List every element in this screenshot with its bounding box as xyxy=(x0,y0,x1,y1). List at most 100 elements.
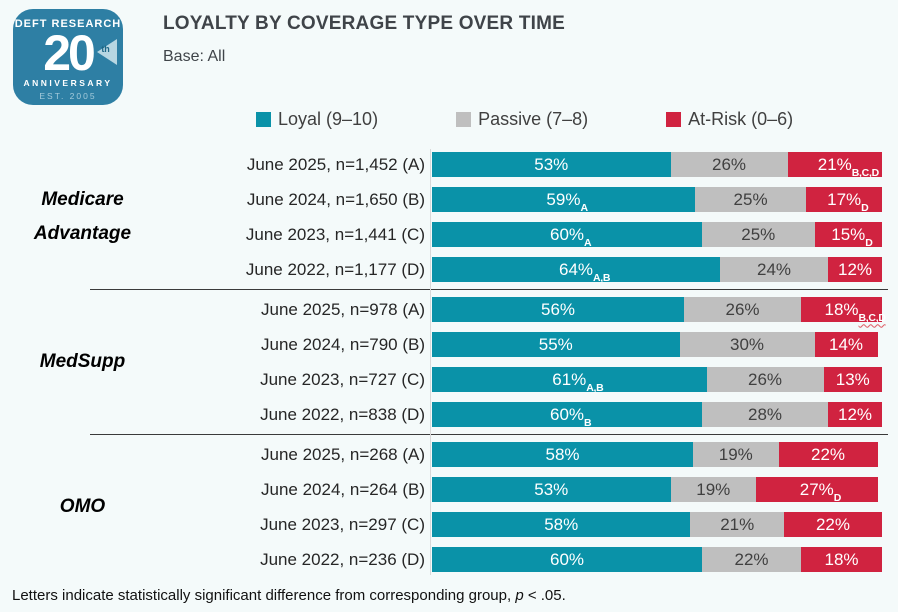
segment-value: 22% xyxy=(734,550,769,569)
bar-segment-passive: 22% xyxy=(702,547,801,572)
bar-segment-passive: 28% xyxy=(702,402,828,427)
bar-segment-at-risk: 14% xyxy=(814,332,878,357)
legend-swatch-icon xyxy=(666,112,682,127)
bar-segment-at-risk: 22% xyxy=(778,442,878,467)
chart-row: June 2022, n=838 (D) 60% B 28% 12% xyxy=(165,397,882,432)
segment-value: 64% A,B xyxy=(558,260,611,284)
footnote: Letters indicate statistically significa… xyxy=(12,587,566,604)
stacked-bar: 58% 19% 22% xyxy=(432,442,882,467)
stacked-bar: 60% B 28% 12% xyxy=(432,402,882,429)
segment-value: 12% xyxy=(837,405,873,424)
chart-row: June 2022, n=1,177 (D) 64% A,B 24% 12% xyxy=(165,252,882,287)
bar-segment-loyal: 61% A,B xyxy=(432,367,707,394)
chart-row: June 2023, n=1,441 (C) 60% A 25% 15% D xyxy=(165,217,882,252)
bar-segment-loyal: 53% xyxy=(432,477,671,502)
bar-segment-at-risk: 21% B,C,D xyxy=(787,152,882,179)
segment-value: 56% xyxy=(540,300,576,319)
logo-brand-text: DEFT RESEARCH xyxy=(14,18,122,30)
base-subtitle: Base: All xyxy=(163,48,226,65)
segment-value: 18% xyxy=(824,550,859,569)
footnote-p: p xyxy=(515,587,524,604)
group-label: MedSupp xyxy=(39,350,126,372)
logo-number: 20 xyxy=(43,25,96,81)
segment-value: 53% xyxy=(534,480,569,499)
coverage-group-medicare-advantage: Medicare Advantage June 2025, n=1,452 (A)… xyxy=(0,147,898,287)
segment-value: 21% xyxy=(720,515,755,534)
significance-letters: B,C,D xyxy=(851,166,879,179)
logo-20th: 20 th xyxy=(43,28,117,78)
bar-segment-loyal: 60% B xyxy=(432,402,702,429)
legend-label: At-Risk (0–6) xyxy=(688,109,794,129)
legend-label: Passive (7–8) xyxy=(478,109,589,129)
bar-segment-loyal: 60% A xyxy=(432,222,702,249)
footnote-text: Letters indicate statistically significa… xyxy=(12,587,516,604)
chart-row: June 2025, n=978 (A) 56% 26% 18% B,C,D xyxy=(165,292,886,327)
segment-value: 59% A xyxy=(546,190,588,214)
row-label: June 2023, n=1,441 (C) xyxy=(245,224,425,244)
bar-segment-at-risk: 27% D xyxy=(756,477,878,504)
significance-letters: D xyxy=(833,491,842,504)
row-label: June 2022, n=838 (D) xyxy=(260,404,425,424)
bar-segment-passive: 26% xyxy=(684,297,801,322)
segment-value: 22% xyxy=(810,445,846,464)
coverage-group-medsupp: MedSupp June 2025, n=978 (A) 56% 26% 18% B,C,… xyxy=(0,292,898,432)
bar-segment-loyal: 56% xyxy=(432,297,684,322)
bar-segment-passive: 25% xyxy=(702,222,815,247)
deft-research-logo: DEFT RESEARCH 20 th ANNIVERSARY EST. 200… xyxy=(13,9,123,105)
segment-value: 61% A,B xyxy=(552,370,604,394)
segment-value: 19% xyxy=(696,480,731,499)
bar-segment-at-risk: 12% xyxy=(828,257,882,282)
bar-segment-at-risk: 22% xyxy=(783,512,882,537)
bar-segment-at-risk: 15% D xyxy=(814,222,882,249)
legend-label: Loyal (9–10) xyxy=(278,109,379,129)
bar-segment-passive: 25% xyxy=(694,187,807,212)
group-rows: June 2025, n=1,452 (A) 53% 26% 21% B,C,D June… xyxy=(165,147,883,287)
segment-value: 19% xyxy=(718,445,753,464)
segment-value: 26% xyxy=(711,155,747,174)
chart-row: June 2023, n=297 (C) 58% 21% 22% xyxy=(165,507,882,542)
segment-value: 12% xyxy=(837,260,873,279)
chart-row: June 2025, n=1,452 (A) 53% 26% 21% B,C,D xyxy=(165,147,882,182)
segment-value: 60% B xyxy=(549,405,592,429)
row-label: June 2025, n=1,452 (A) xyxy=(246,154,425,174)
stacked-bar: 53% 26% 21% B,C,D xyxy=(432,152,882,179)
segment-value: 24% xyxy=(756,260,792,279)
stacked-bar: 64% A,B 24% 12% xyxy=(432,257,882,284)
stacked-bar: 58% 21% 22% xyxy=(432,512,882,537)
coverage-group-omo: OMO June 2025, n=268 (A) 58% 19% 22% June 202… xyxy=(0,437,898,577)
bar-segment-loyal: 58% xyxy=(432,512,691,537)
legend-item: Loyal (9–10) xyxy=(256,109,378,130)
significance-letters: D xyxy=(865,236,873,249)
segment-value: 27% D xyxy=(799,480,842,504)
row-label: June 2025, n=268 (A) xyxy=(261,444,425,464)
logo-established-text: EST. 2005 xyxy=(39,91,97,101)
segment-value: 14% xyxy=(828,335,864,354)
segment-value: 21% B,C,D xyxy=(817,155,879,179)
group-label: OMO xyxy=(59,495,106,517)
legend-swatch-icon xyxy=(256,112,271,127)
segment-value: 15% D xyxy=(831,225,873,249)
bar-segment-passive: 19% xyxy=(693,442,779,467)
stacked-bar: 56% 26% 18% B,C,D xyxy=(432,297,886,324)
significance-letters: B xyxy=(584,416,592,429)
segment-value: 60% A xyxy=(549,225,592,249)
group-rows: June 2025, n=268 (A) 58% 19% 22% June 2024, … xyxy=(165,437,882,577)
segment-value: 17% D xyxy=(827,190,869,214)
row-label: June 2023, n=297 (C) xyxy=(260,514,425,534)
bar-segment-passive: 21% xyxy=(690,512,784,537)
row-label: June 2024, n=790 (B) xyxy=(261,334,425,354)
segment-value: 22% xyxy=(815,515,850,534)
chart-row: June 2024, n=264 (B) 53% 19% 27% D xyxy=(165,472,882,507)
footnote-suffix: < .05. xyxy=(523,587,566,604)
bar-segment-passive: 19% xyxy=(670,477,756,502)
segment-value: 18% B,C,D xyxy=(824,300,886,324)
group-rows: June 2025, n=978 (A) 56% 26% 18% B,C,D June 2… xyxy=(165,292,886,432)
logo-badge: DEFT RESEARCH 20 th ANNIVERSARY EST. 200… xyxy=(13,9,123,105)
play-triangle-icon xyxy=(96,39,117,65)
legend-swatch-icon xyxy=(456,112,472,127)
bar-segment-passive: 24% xyxy=(720,257,828,282)
stacked-bar: 60% A 25% 15% D xyxy=(432,222,882,249)
page-title: LOYALTY BY COVERAGE TYPE OVER TIME xyxy=(163,13,566,34)
bar-segment-loyal: 64% A,B xyxy=(432,257,720,284)
bar-segment-loyal: 59% A xyxy=(432,187,695,214)
